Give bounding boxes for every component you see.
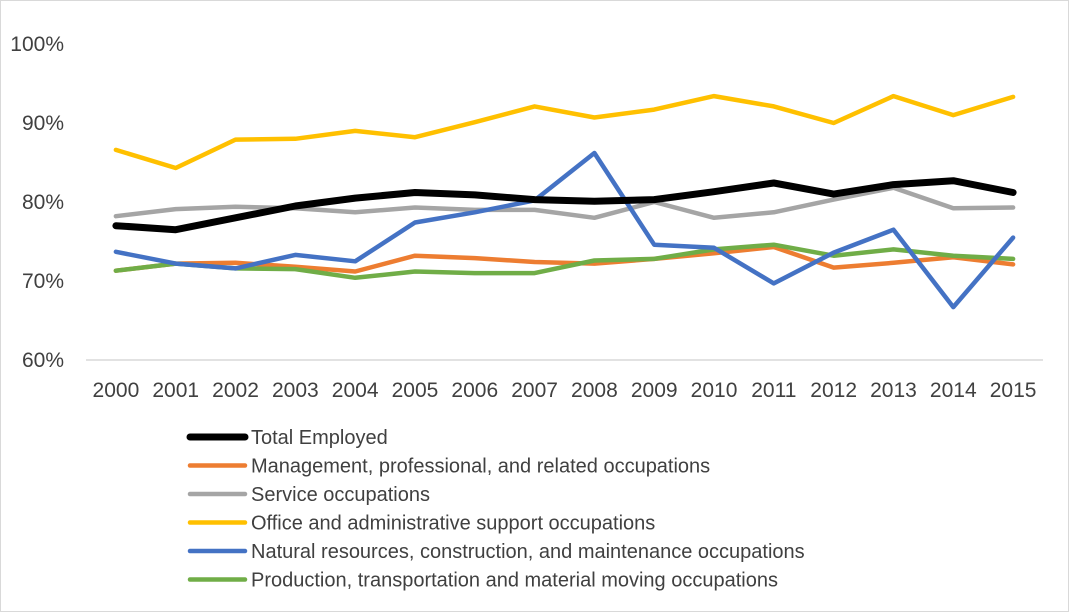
series-line — [113, 185, 1016, 221]
x-tick-label: 2005 — [392, 379, 439, 402]
series-line — [113, 93, 1016, 171]
y-tick-label: 60% — [22, 349, 64, 372]
x-tick-label: 2003 — [272, 379, 319, 402]
x-tick-label: 2001 — [152, 379, 199, 402]
x-tick-label: 2002 — [212, 379, 259, 402]
legend: Total Employed Management, professional, … — [186, 427, 805, 592]
legend-label: Production, transportation and material … — [251, 570, 778, 592]
series-line — [113, 244, 1016, 274]
x-tick-label: 2015 — [990, 379, 1037, 402]
series-line — [113, 150, 1016, 310]
x-tick-label: 2014 — [930, 379, 977, 402]
x-axis-ticks: 2000 2001 2002 2003 2004 2005 2006 2007 2008 2009… — [93, 379, 1037, 402]
legend-label: Management, professional, and related oc… — [251, 456, 710, 478]
x-tick-label: 2007 — [511, 379, 558, 402]
y-axis-ticks: 60% 70% 80% 90% 100% — [10, 33, 64, 372]
y-tick-label: 70% — [22, 270, 64, 293]
x-tick-label: 2010 — [691, 379, 738, 402]
x-tick-label: 2009 — [631, 379, 678, 402]
legend-label: Natural resources, construction, and mai… — [251, 541, 805, 563]
x-tick-label: 2006 — [451, 379, 498, 402]
x-tick-label: 2011 — [751, 379, 796, 402]
series-line — [112, 177, 1017, 234]
legend-label: Office and administrative support occupa… — [251, 513, 655, 535]
y-tick-label: 80% — [22, 191, 64, 214]
x-tick-label: 2012 — [810, 379, 857, 402]
series-lines — [112, 93, 1017, 310]
legend-label: Service occupations — [251, 484, 430, 506]
y-tick-label: 90% — [22, 112, 64, 135]
x-tick-label: 2008 — [571, 379, 618, 402]
x-tick-label: 2000 — [93, 379, 140, 402]
x-tick-label: 2013 — [870, 379, 917, 402]
legend-label: Total Employed — [251, 427, 388, 449]
y-tick-label: 100% — [10, 33, 64, 56]
series-line — [113, 242, 1016, 281]
x-tick-label: 2004 — [332, 379, 379, 402]
